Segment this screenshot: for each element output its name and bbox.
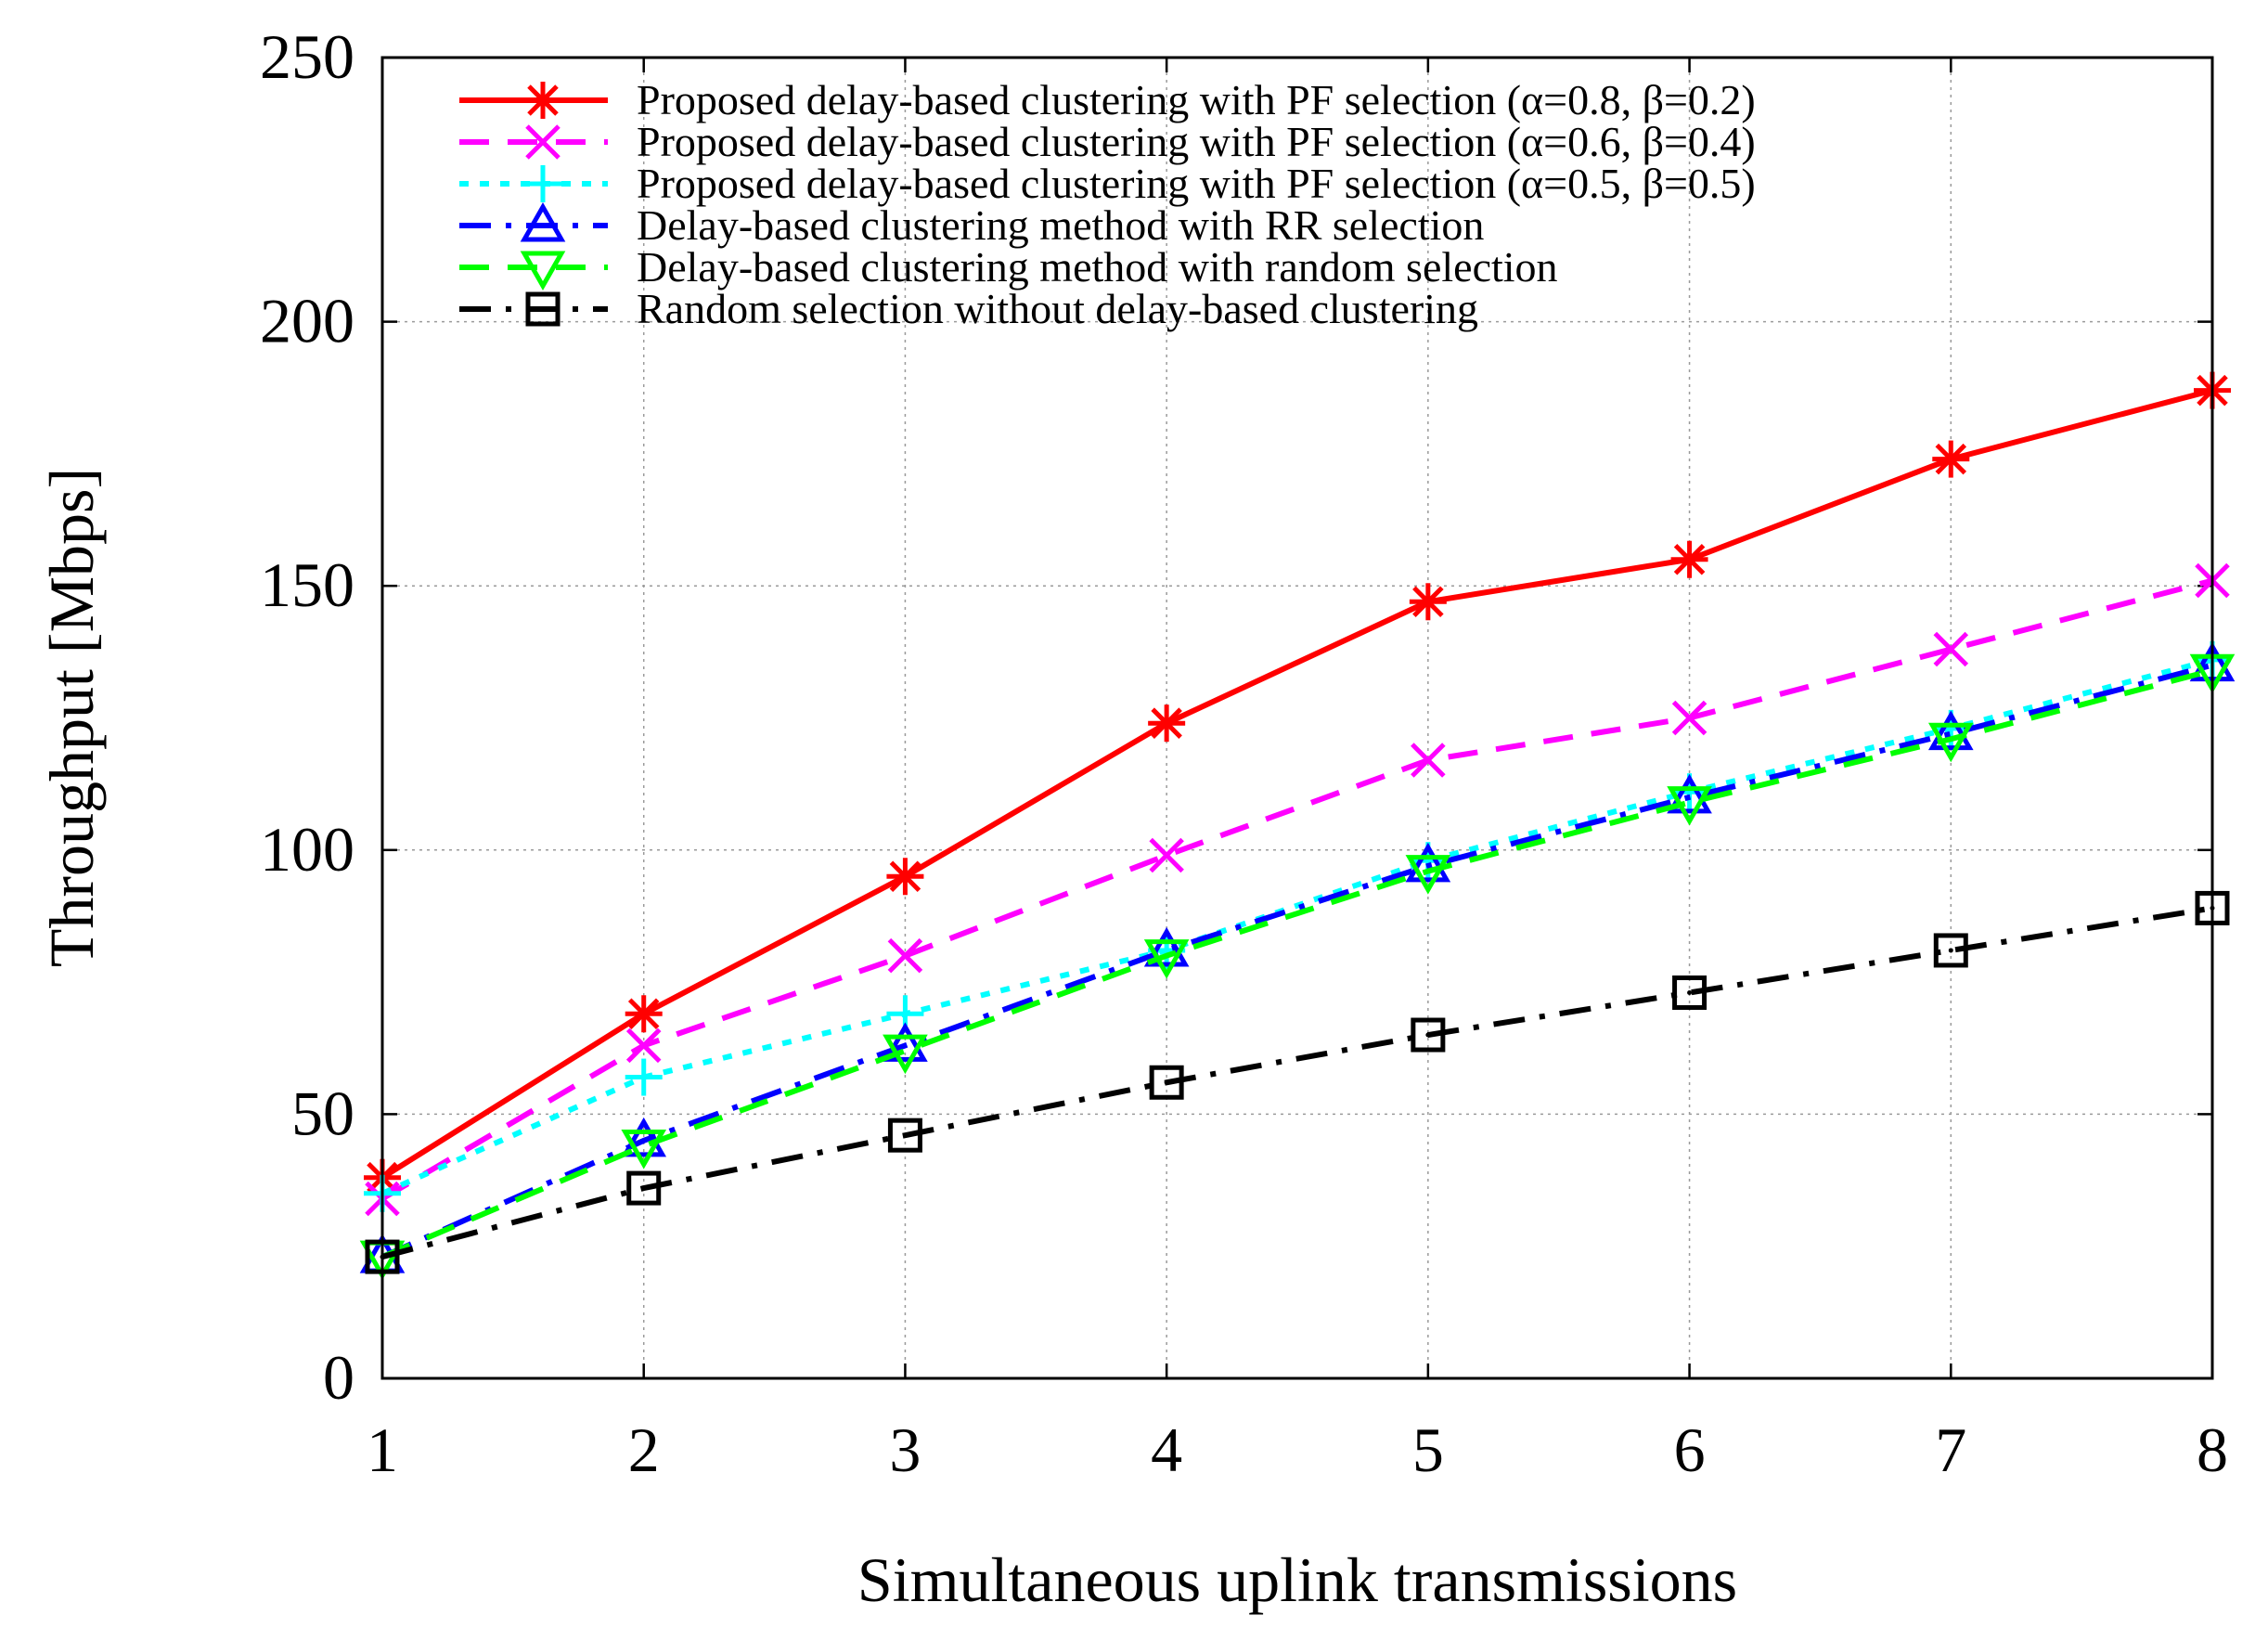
- x-tick-label: 1: [367, 1415, 398, 1485]
- y-tick-label: 200: [260, 286, 354, 356]
- plot-frame: [380, 56, 2214, 1380]
- axes: 0 50 100 150 200 250 1 2 3 4 5 6 7 8: [260, 21, 2228, 1485]
- legend-marker: [525, 124, 561, 160]
- data-point-marker: [886, 858, 924, 896]
- data-point-marker: [1405, 842, 1451, 883]
- data-point-marker: [1933, 933, 1968, 968]
- data-point-marker: [1932, 440, 1970, 478]
- y-tick-label: 150: [260, 549, 354, 620]
- data-point-marker: [1143, 926, 1190, 967]
- data-point-marker: [1933, 631, 1969, 667]
- legend-entry: Proposed delay-based clustering with PF …: [459, 76, 1756, 123]
- grid: [382, 58, 2212, 1378]
- y-tick-label: 0: [323, 1342, 354, 1413]
- data-point-marker: [625, 995, 663, 1033]
- y-axis-title: Throughput [Mbps]: [36, 468, 107, 967]
- series-line: [380, 662, 2213, 1260]
- series-5: [359, 653, 2236, 1281]
- series-1: [364, 371, 2231, 1196]
- legend-label: Random selection without delay-based clu…: [637, 285, 1478, 332]
- x-tick-label: 2: [628, 1415, 660, 1485]
- x-tick-label: 6: [1674, 1415, 1706, 1485]
- square-center-dot: [1687, 989, 1693, 995]
- legend-entry: Delay-based clustering method with rando…: [459, 243, 1558, 291]
- x-tick-label: 7: [1935, 1415, 1966, 1485]
- data-point-marker: [621, 1117, 667, 1157]
- data-point-marker: [1409, 583, 1447, 621]
- legend-label: Proposed delay-based clustering with PF …: [637, 160, 1756, 207]
- legend-marker: [520, 201, 566, 242]
- data-point-marker: [1667, 773, 1712, 814]
- data-point-marker: [1143, 939, 1190, 979]
- x-tick-label: 3: [889, 1415, 921, 1485]
- legend-marker: [524, 165, 561, 202]
- data-point-marker: [1411, 743, 1446, 778]
- data-point-marker: [1927, 710, 1974, 751]
- legend-marker: [524, 82, 561, 119]
- data-point-marker: [1149, 837, 1184, 873]
- legend-entry: Delay-based clustering method with RR se…: [459, 201, 1484, 249]
- data-point-marker: [1411, 1017, 1446, 1053]
- legend-marker: [525, 291, 561, 327]
- data-point-marker: [1148, 704, 1186, 743]
- data-point-marker: [883, 1022, 928, 1062]
- legend-label: Proposed delay-based clustering with PF …: [637, 76, 1756, 123]
- square-center-dot: [1425, 1032, 1431, 1038]
- series-line: [380, 577, 2213, 1202]
- data-point-marker: [1671, 700, 1707, 736]
- series-line: [380, 667, 2213, 1260]
- legend-label: Proposed delay-based clustering with PF …: [637, 118, 1756, 165]
- data-point-marker: [1927, 722, 1974, 763]
- data-point-marker: [883, 1034, 928, 1075]
- legend-label: Delay-based clustering method with RR se…: [637, 201, 1484, 249]
- data-point-marker: [1670, 540, 1708, 578]
- data-point-marker: [625, 1058, 663, 1096]
- square-center-dot: [540, 306, 546, 312]
- data-point-marker: [887, 1118, 922, 1153]
- series-line: [380, 656, 2213, 1196]
- data-point-marker: [887, 937, 923, 974]
- series-line: [380, 387, 2213, 1181]
- series-group: [359, 371, 2236, 1281]
- y-tick-label: 250: [260, 21, 354, 92]
- square-center-dot: [641, 1185, 647, 1191]
- data-point-marker: [1672, 975, 1707, 1010]
- data-point-marker: [625, 1027, 662, 1064]
- data-point-marker: [1405, 855, 1451, 895]
- legend-entry: Proposed delay-based clustering with PF …: [459, 118, 1756, 165]
- data-point-marker: [626, 1170, 662, 1206]
- square-center-dot: [1164, 1079, 1169, 1085]
- x-tick-label: 8: [2197, 1415, 2228, 1485]
- series-line: [381, 905, 2213, 1260]
- series-2: [365, 562, 2230, 1217]
- legend-entry: Random selection without delay-based clu…: [459, 285, 1478, 332]
- legend-entry: Proposed delay-based clustering with PF …: [459, 160, 1756, 207]
- data-point-marker: [1149, 1065, 1184, 1100]
- square-center-dot: [1948, 948, 1953, 953]
- legend-label: Delay-based clustering method with rando…: [637, 243, 1558, 291]
- legend: Proposed delay-based clustering with PF …: [459, 76, 1756, 332]
- x-tick-label: 4: [1151, 1415, 1182, 1485]
- data-point-marker: [621, 1130, 667, 1169]
- legend-marker: [520, 251, 566, 291]
- x-tick-label: 5: [1412, 1415, 1444, 1485]
- square-center-dot: [902, 1132, 908, 1138]
- x-axis-title: Simultaneous uplink transmissions: [857, 1544, 1737, 1615]
- y-tick-label: 50: [291, 1078, 354, 1148]
- y-tick-label: 100: [260, 814, 354, 885]
- data-point-marker: [1667, 786, 1712, 826]
